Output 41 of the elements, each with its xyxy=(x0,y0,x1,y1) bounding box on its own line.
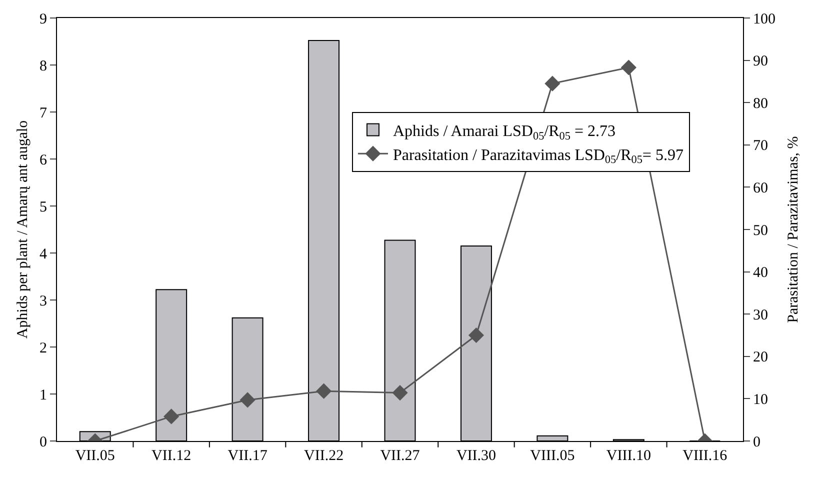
y2-axis-title: Parasitation / Parazitavimas, % xyxy=(786,136,802,323)
y-tick-label: 1 xyxy=(40,387,47,404)
point xyxy=(392,384,408,401)
y2-tick-label: 20 xyxy=(753,350,768,366)
y-tick-label: 9 xyxy=(40,11,47,28)
x-tick-label: VIII.10 xyxy=(606,448,651,464)
point xyxy=(468,327,484,344)
x-tick-label: VII.12 xyxy=(152,448,192,464)
y-tick-label: 6 xyxy=(40,152,48,168)
legend-label: Parasitation / Parazitavimas LSD$_{05}$/R$_{05}$= 5.97 xyxy=(392,146,684,166)
x-tick-label: VII.27 xyxy=(380,448,420,464)
point xyxy=(544,76,560,92)
y2-tick-label: 100 xyxy=(753,11,776,28)
y-tick-label: 7 xyxy=(40,105,48,122)
y2-tick-label: 10 xyxy=(753,392,768,408)
y2-tick-label: 50 xyxy=(753,222,768,239)
y-tick-label: 8 xyxy=(40,58,47,74)
y-tick-label: 5 xyxy=(40,199,47,216)
x-tick-label: VII.30 xyxy=(456,448,496,464)
y2-tick-label: 0 xyxy=(753,434,760,450)
legend-label: Aphids / Amarai LSD$_{05}$/R$_{05}$ = 2.73 xyxy=(392,123,616,142)
point xyxy=(620,60,636,76)
x-tick-label: VII.05 xyxy=(75,448,115,464)
y2-tick-label: 80 xyxy=(753,96,768,112)
x-tick-label: VII.22 xyxy=(304,448,344,464)
y-tick-label: 4 xyxy=(40,246,48,262)
y2-tick-label: 60 xyxy=(753,180,768,196)
y-tick-label: 2 xyxy=(40,340,47,356)
y-tick-label: 3 xyxy=(40,293,47,310)
x-tick-label: VII.17 xyxy=(228,448,268,464)
x-tick-label: VIII.05 xyxy=(530,448,575,464)
x-tick-label: VIII.16 xyxy=(682,448,728,464)
point xyxy=(164,408,180,424)
point xyxy=(316,383,332,399)
y2-tick-label: 70 xyxy=(753,138,768,154)
y-axis-title: Aphids per plant / Amarų ant augalo xyxy=(14,120,31,339)
y2-tick-label: 40 xyxy=(753,265,768,282)
y2-tick-label: 90 xyxy=(753,54,768,70)
y2-tick-label: 30 xyxy=(753,307,768,324)
y-tick-label: 0 xyxy=(40,434,47,450)
point xyxy=(240,392,256,408)
